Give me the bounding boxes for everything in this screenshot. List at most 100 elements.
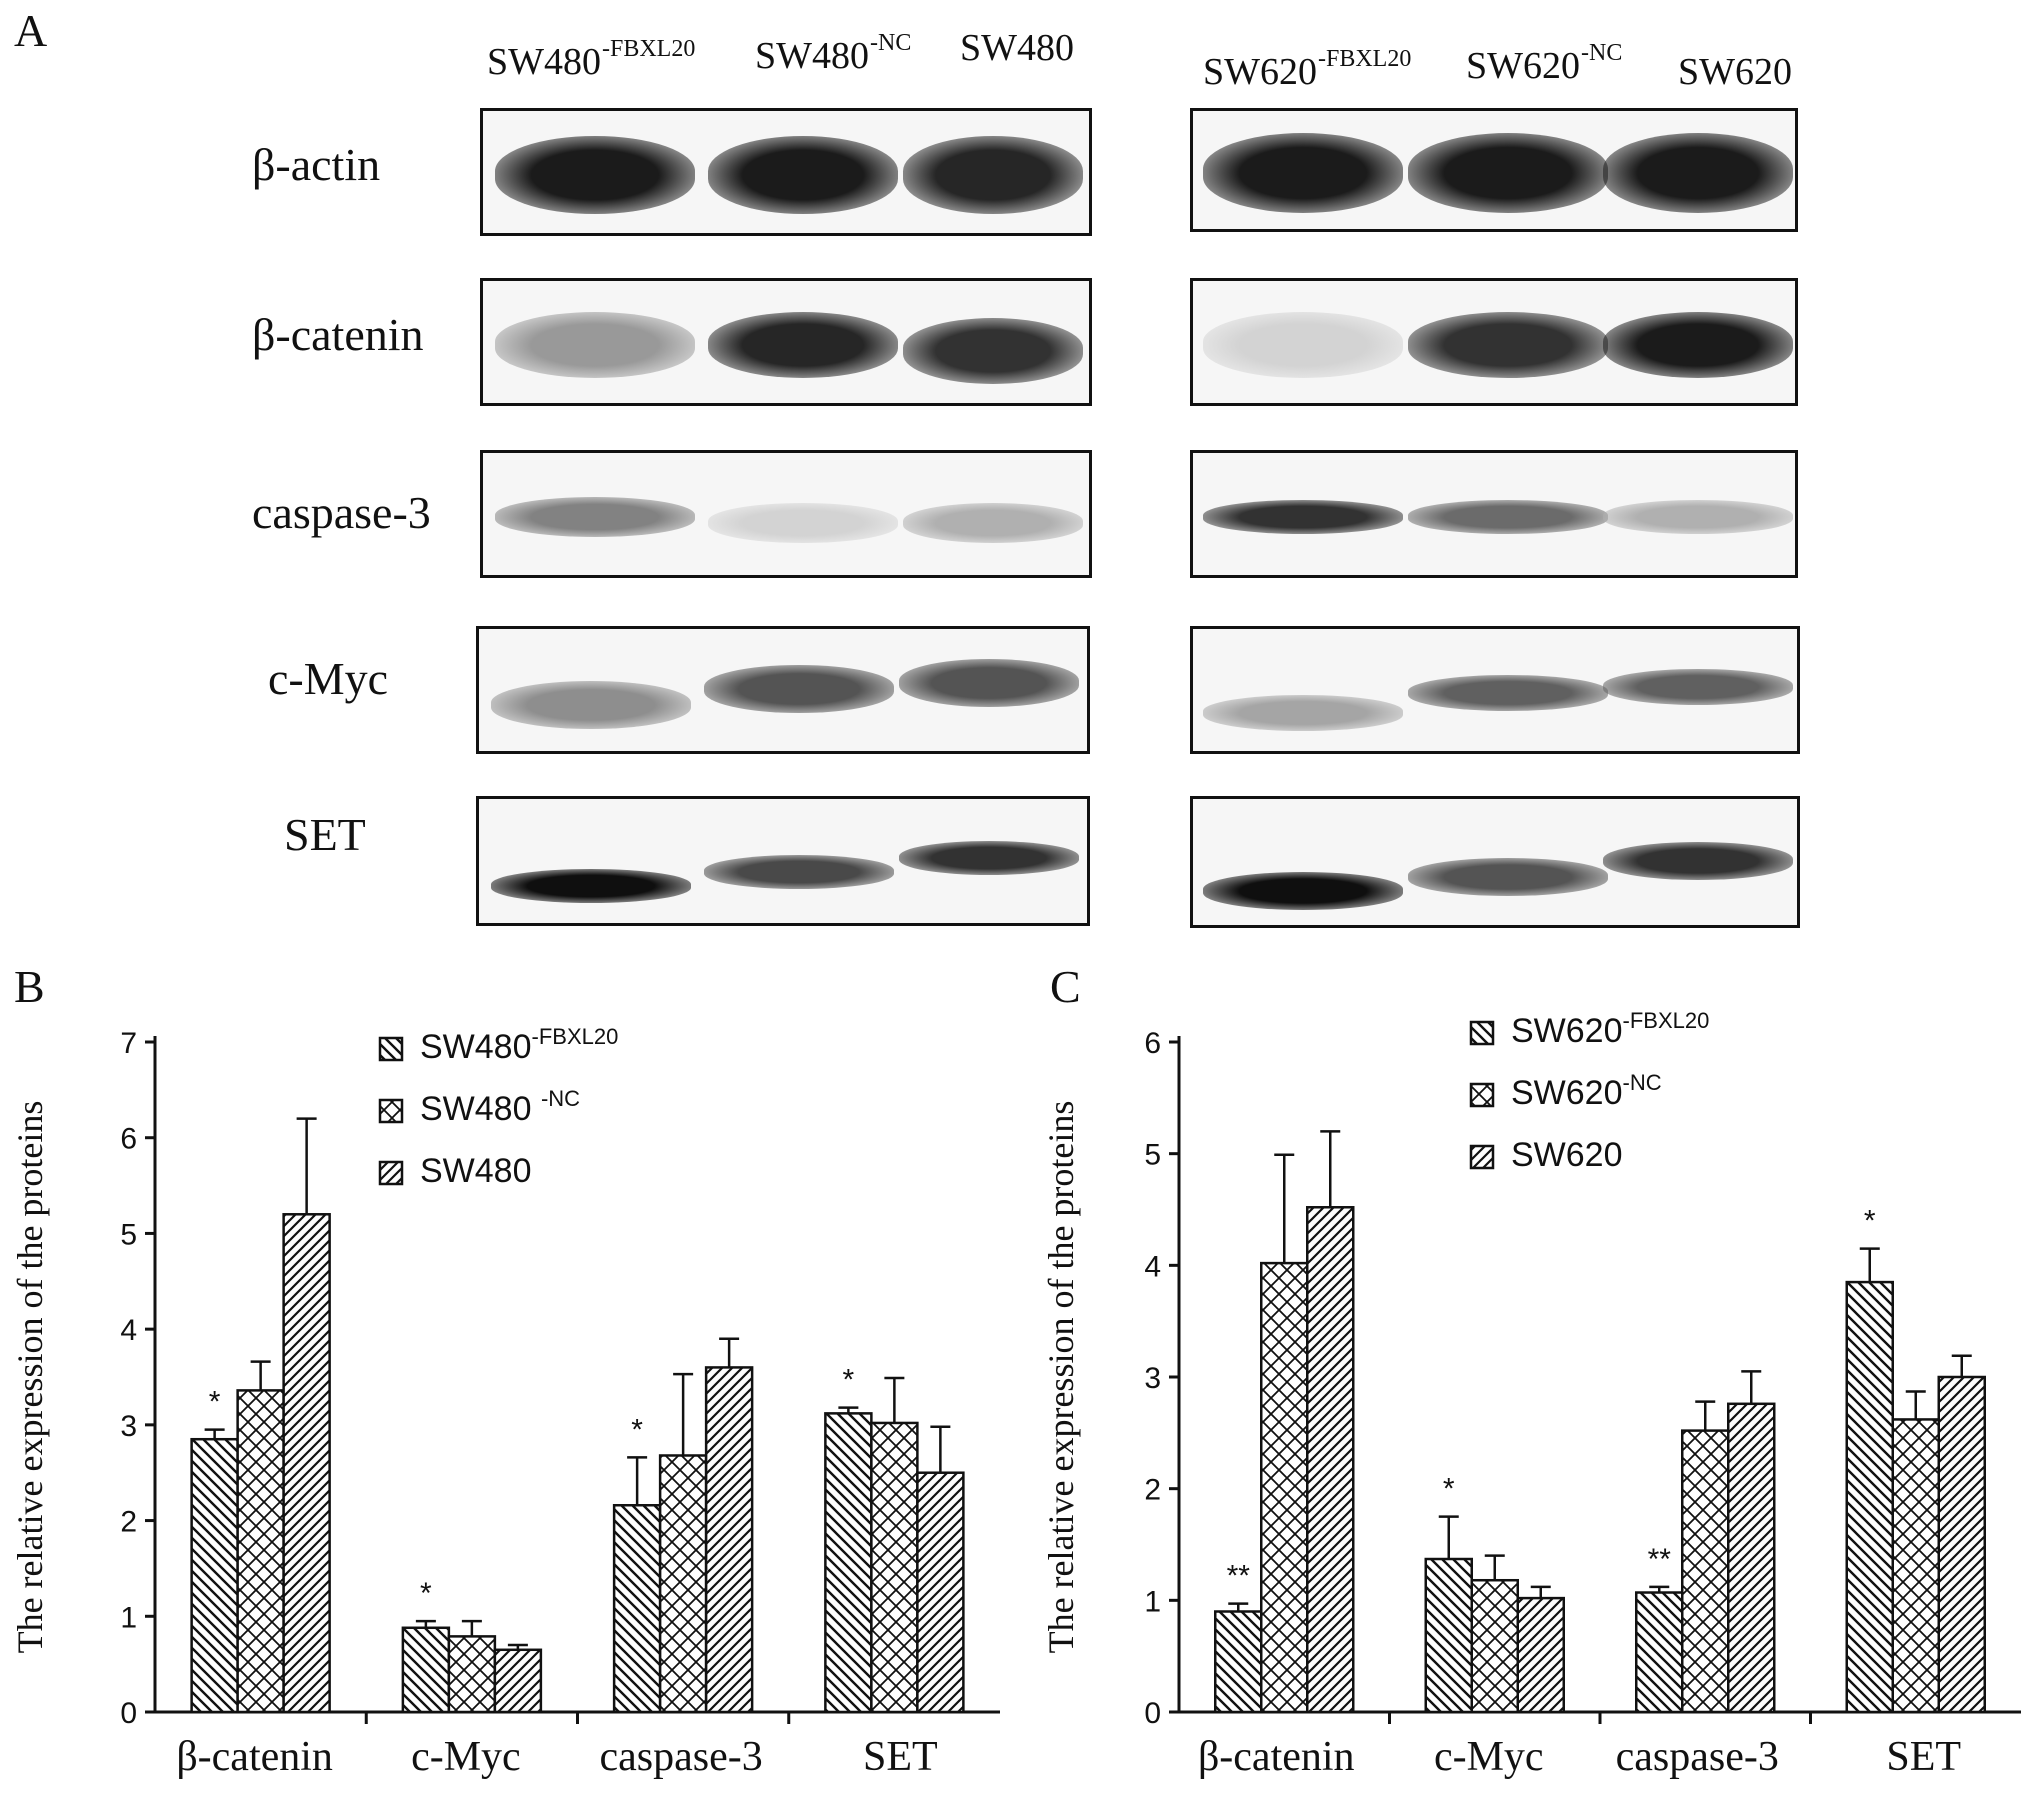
bar bbox=[870, 1421, 919, 1714]
significance-marker: * bbox=[843, 1364, 855, 1397]
blot-band bbox=[903, 318, 1083, 384]
y-tick-label: 6 bbox=[120, 1123, 137, 1156]
blot-left-row-2 bbox=[480, 278, 1092, 406]
y-tick-label: 0 bbox=[120, 1697, 137, 1730]
blot-right-row-3 bbox=[1190, 450, 1798, 578]
legend-swatch bbox=[1469, 1144, 1495, 1170]
blot-right-row-4 bbox=[1190, 626, 1800, 754]
y-tick-label: 5 bbox=[120, 1218, 137, 1251]
y-tick-label: 4 bbox=[1144, 1250, 1161, 1283]
legend-swatch bbox=[1469, 1020, 1495, 1046]
blot-band bbox=[1408, 675, 1608, 711]
lane-label-sw480: SW480 bbox=[960, 27, 1074, 69]
blot-band bbox=[1203, 312, 1403, 378]
legend-entry: SW620 bbox=[1511, 1136, 1623, 1174]
x-tick-label: β-catenin bbox=[1198, 1734, 1355, 1780]
y-tick-label: 2 bbox=[120, 1506, 137, 1539]
blot-band bbox=[708, 503, 898, 543]
legend-swatch bbox=[1469, 1082, 1495, 1108]
blot-band bbox=[1603, 500, 1793, 534]
panel-letter-a: A bbox=[14, 5, 48, 56]
bar bbox=[1260, 1261, 1309, 1714]
bar bbox=[1845, 1280, 1894, 1714]
x-tick-label: SET bbox=[1886, 1734, 1961, 1780]
lane-label-sw480-nc: SW480-NC bbox=[755, 30, 912, 77]
blot-row-label-c-myc: c-Myc bbox=[268, 653, 389, 704]
bar bbox=[493, 1648, 543, 1714]
blot-band bbox=[704, 855, 894, 889]
blot-band bbox=[1203, 133, 1403, 213]
blot-row-label-set: SET bbox=[284, 809, 366, 860]
blot-left-row-1 bbox=[480, 108, 1092, 236]
blot-band bbox=[1603, 312, 1793, 378]
blot-band bbox=[708, 312, 898, 378]
lane-label-sw620: SW620 bbox=[1678, 51, 1792, 93]
legend-entry: SW620-NC bbox=[1511, 1070, 1662, 1112]
legend-swatch bbox=[378, 1160, 404, 1186]
blot-band bbox=[1203, 872, 1403, 910]
significance-marker: * bbox=[1443, 1473, 1455, 1506]
bar bbox=[824, 1412, 873, 1714]
blot-right-row-1 bbox=[1190, 108, 1798, 232]
blot-band bbox=[899, 841, 1079, 875]
blot-right-row-5 bbox=[1190, 796, 1800, 928]
y-tick-label: 3 bbox=[1144, 1362, 1161, 1395]
blot-band bbox=[899, 659, 1079, 707]
bar bbox=[1891, 1418, 1940, 1714]
significance-marker: ** bbox=[1648, 1543, 1672, 1576]
bar bbox=[612, 1504, 662, 1714]
bar bbox=[1214, 1610, 1263, 1714]
bar bbox=[1516, 1596, 1565, 1714]
bar bbox=[1470, 1578, 1519, 1714]
y-tick-label: 5 bbox=[1144, 1139, 1161, 1172]
blot-band bbox=[708, 136, 898, 214]
bar bbox=[447, 1635, 497, 1714]
y-tick-label: 3 bbox=[120, 1410, 137, 1443]
lane-label-sw620-fbxl20: SW620-FBXL20 bbox=[1203, 46, 1412, 93]
y-axis-label: The relative expression of the proteins bbox=[1041, 1101, 1081, 1654]
x-tick-label: caspase-3 bbox=[1616, 1734, 1779, 1780]
legend-entry: SW480-FBXL20 bbox=[420, 1024, 618, 1066]
significance-marker: * bbox=[420, 1577, 432, 1610]
bar bbox=[916, 1471, 965, 1714]
blot-band bbox=[495, 312, 695, 378]
y-tick-label: 4 bbox=[120, 1314, 137, 1347]
bar bbox=[401, 1626, 451, 1714]
y-axis-label: The relative expression of the proteins bbox=[10, 1101, 50, 1654]
legend-entry: SW480 -NC bbox=[420, 1086, 580, 1128]
legend-entry: SW480 bbox=[420, 1152, 532, 1190]
bar bbox=[1937, 1375, 1986, 1714]
bar bbox=[1635, 1591, 1684, 1714]
bar bbox=[658, 1454, 708, 1714]
blot-band bbox=[704, 665, 894, 713]
blot-band bbox=[1203, 695, 1403, 731]
lane-label-sw620-nc: SW620-NC bbox=[1466, 40, 1623, 87]
bar bbox=[236, 1389, 285, 1714]
y-tick-label: 2 bbox=[1144, 1474, 1161, 1507]
blot-band bbox=[495, 136, 695, 214]
blot-band bbox=[1408, 133, 1608, 213]
blot-row-label-beta-catenin: β-catenin bbox=[252, 309, 424, 360]
blot-left-row-5 bbox=[476, 796, 1090, 926]
significance-marker: ** bbox=[1227, 1560, 1251, 1593]
blot-band bbox=[1203, 500, 1403, 534]
bar-chart-c: 0 1 2 3 4 5 6 The relative expression of the pr… bbox=[1041, 1008, 2021, 1780]
bar bbox=[282, 1213, 331, 1714]
bar bbox=[190, 1437, 239, 1714]
legend-swatch bbox=[378, 1036, 404, 1062]
blot-band bbox=[1408, 312, 1608, 378]
blot-band bbox=[903, 136, 1083, 214]
blot-band bbox=[1408, 858, 1608, 896]
blot-right-row-2 bbox=[1190, 278, 1798, 406]
bar bbox=[1306, 1206, 1355, 1714]
blot-band bbox=[1603, 669, 1793, 705]
significance-marker: * bbox=[631, 1413, 643, 1446]
bar bbox=[1681, 1429, 1730, 1714]
blot-left-row-3 bbox=[480, 450, 1092, 578]
x-tick-label: c-Myc bbox=[1434, 1734, 1544, 1780]
blot-row-label-caspase-3: caspase-3 bbox=[252, 487, 431, 538]
y-tick-label: 1 bbox=[120, 1601, 137, 1634]
x-tick-label: c-Myc bbox=[411, 1734, 521, 1780]
lane-label-sw480-fbxl20: SW480-FBXL20 bbox=[487, 36, 696, 83]
blot-band bbox=[495, 497, 695, 537]
